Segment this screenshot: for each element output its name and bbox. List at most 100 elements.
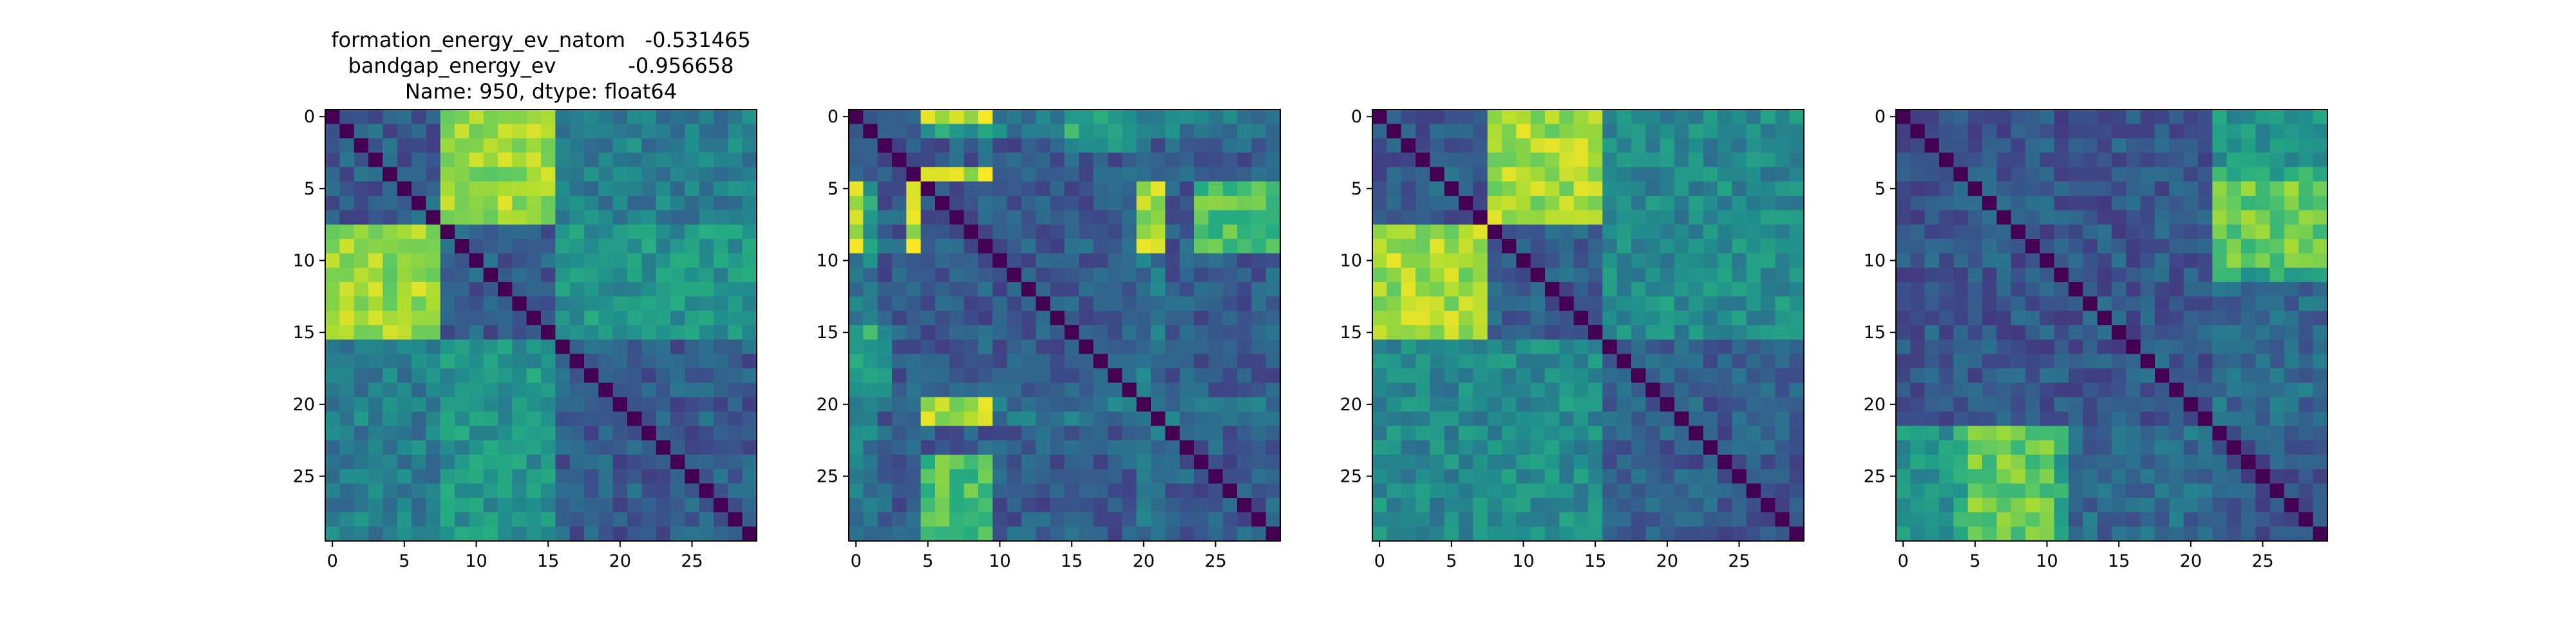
heatmap-cell — [1761, 196, 1776, 211]
heatmap-cell — [584, 383, 599, 398]
heatmap-cell — [906, 383, 922, 398]
heatmap-cell — [2284, 339, 2299, 355]
heatmap-cell — [1996, 153, 2012, 167]
heatmap-cell — [1674, 267, 1689, 283]
heatmap-cell — [1631, 512, 1646, 527]
heatmap-cell — [863, 310, 878, 326]
heatmap-cell — [1761, 469, 1776, 484]
heatmap-cell — [440, 426, 455, 441]
heatmap-cell — [584, 397, 599, 412]
heatmap-cell — [1237, 196, 1252, 211]
heatmap-cell — [2226, 498, 2242, 513]
heatmap-cell — [2226, 124, 2242, 139]
heatmap-cell — [440, 109, 455, 124]
heatmap-cell — [1136, 397, 1151, 412]
heatmap-cell — [2284, 153, 2299, 167]
heatmap-cell — [1222, 526, 1238, 542]
heatmap-cell — [555, 440, 571, 455]
heatmap-cell — [2284, 310, 2299, 326]
heatmap-cell — [1079, 339, 1094, 355]
x-tick-label: 15 — [1061, 551, 1083, 571]
heatmap-cell — [469, 167, 484, 182]
heatmap-cell — [541, 196, 556, 211]
heatmap-cell — [1789, 469, 1804, 484]
heatmap-cell — [1718, 354, 1732, 369]
heatmap-cell — [1602, 253, 1618, 269]
heatmap-cell — [598, 412, 614, 426]
heatmap-cell — [1924, 310, 1940, 326]
heatmap-cell — [685, 196, 700, 211]
heatmap-cell — [1372, 469, 1387, 484]
heatmap-cell — [2155, 440, 2170, 455]
heatmap-cell — [440, 483, 455, 498]
heatmap-cell — [1953, 339, 1969, 355]
heatmap-cell — [2112, 412, 2126, 426]
heatmap-cell — [1939, 412, 1954, 426]
heatmap-cell — [1065, 124, 1079, 139]
heatmap-cell — [354, 483, 369, 498]
heatmap-cell — [1251, 310, 1267, 326]
heatmap-cell — [512, 469, 527, 484]
heatmap-cell — [584, 153, 599, 167]
heatmap-cell — [2069, 440, 2083, 455]
heatmap-cell — [1910, 412, 1926, 426]
heatmap-cell — [1516, 469, 1531, 484]
heatmap-cell — [963, 383, 979, 398]
heatmap-cell — [325, 239, 340, 254]
heatmap-cell — [2126, 224, 2141, 240]
heatmap-cell — [2069, 296, 2083, 312]
heatmap-cell — [1222, 167, 1238, 182]
heatmap-cell — [2155, 282, 2170, 297]
heatmap-cell — [1559, 224, 1575, 240]
heatmap-cell — [383, 181, 398, 196]
heatmap-cell — [1122, 196, 1137, 211]
heatmap-cell — [728, 267, 743, 283]
heatmap-cell — [1502, 109, 1517, 124]
heatmap-cell — [2255, 354, 2271, 369]
heatmap-cell — [2069, 526, 2083, 542]
heatmap-cell — [728, 138, 743, 153]
heatmap-cell — [1430, 296, 1445, 312]
heatmap-cell — [1108, 210, 1122, 225]
heatmap-cell — [1179, 339, 1195, 355]
heatmap-cell — [728, 440, 743, 455]
heatmap-cell — [1588, 224, 1603, 240]
y-tick-label: 20 — [1864, 395, 1886, 415]
heatmap-cell — [949, 167, 965, 182]
heatmap-cell — [1179, 296, 1195, 312]
heatmap-cell — [2169, 498, 2184, 513]
heatmap-cell — [627, 512, 642, 527]
heatmap-cell — [469, 455, 484, 469]
heatmap-cell — [383, 397, 398, 412]
heatmap-cell — [1416, 153, 1430, 167]
heatmap-cell — [2198, 469, 2213, 484]
heatmap-cell — [1660, 109, 1675, 124]
heatmap-cell — [1194, 440, 1209, 455]
heatmap-cell — [2011, 440, 2026, 455]
heatmap-cell — [1194, 124, 1209, 139]
heatmap-cell — [670, 512, 685, 527]
heatmap-cell — [1194, 181, 1209, 196]
heatmap-cell — [1459, 526, 1473, 542]
heatmap-cell — [498, 310, 513, 326]
heatmap-cell — [2112, 138, 2126, 153]
heatmap-cell — [1602, 210, 1618, 225]
heatmap-cell — [2140, 282, 2155, 297]
heatmap-cell — [1996, 181, 2012, 196]
heatmap-cell — [498, 124, 513, 139]
heatmap-cell — [2198, 498, 2213, 513]
heatmap-cell — [699, 109, 714, 124]
x-tick-label: 5 — [1969, 551, 1980, 571]
heatmap-cell — [1122, 412, 1137, 426]
heatmap-cell — [1473, 469, 1488, 484]
heatmap-cell — [2226, 138, 2242, 153]
heatmap-cell — [569, 412, 585, 426]
heatmap-cell — [469, 368, 484, 383]
heatmap-cell — [2126, 397, 2141, 412]
heatmap-cell — [426, 267, 441, 283]
heatmap-cell — [641, 397, 657, 412]
heatmap-cell — [426, 440, 441, 455]
heatmap-cell — [2069, 383, 2083, 398]
heatmap-cell — [412, 526, 426, 542]
heatmap-cell — [2284, 368, 2299, 383]
